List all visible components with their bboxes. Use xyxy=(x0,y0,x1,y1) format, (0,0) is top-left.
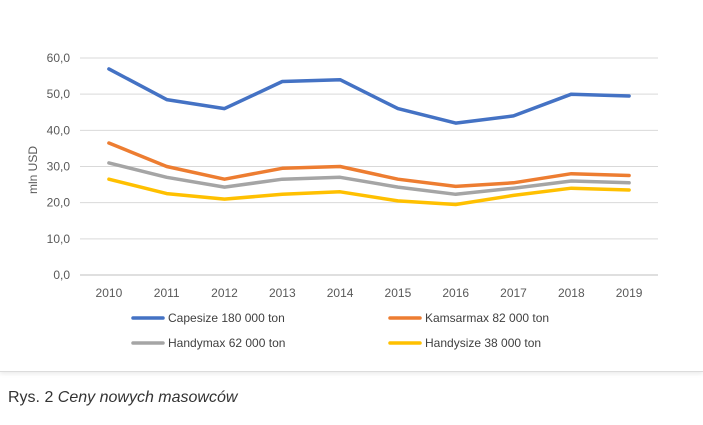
caption-title: Ceny nowych masowców xyxy=(57,389,238,406)
x-tick-label: 2014 xyxy=(327,286,354,300)
series-line xyxy=(107,177,631,207)
legend-label: Handymax 62 000 ton xyxy=(168,336,285,350)
legend-label: Handysize 38 000 ton xyxy=(425,336,541,350)
x-tick-label: 2015 xyxy=(385,286,412,300)
x-tick-label: 2012 xyxy=(211,286,238,300)
y-axis-ticks: 0,0 10,0 20,0 30,0 40,0 50,0 60,0 xyxy=(47,51,71,282)
y-tick-label: 40,0 xyxy=(47,123,71,137)
y-tick-label: 50,0 xyxy=(47,87,71,101)
series-line xyxy=(107,161,631,197)
x-tick-label: 2016 xyxy=(442,286,469,300)
x-tick-label: 2017 xyxy=(500,286,527,300)
series-line xyxy=(107,67,631,125)
x-tick-label: 2019 xyxy=(616,286,643,300)
legend-label: Capesize 180 000 ton xyxy=(168,311,285,325)
x-tick-label: 2018 xyxy=(558,286,585,300)
series-line xyxy=(107,141,631,189)
x-axis-ticks: 2010 2011 2012 2013 2014 2015 2016 2017 2018 2019 xyxy=(96,286,643,300)
legend-label: Kamsarmax 82 000 ton xyxy=(425,311,549,325)
legend: Capesize 180 000 ton Kamsarmax 82 000 ton… xyxy=(131,311,549,350)
x-tick-label: 2011 xyxy=(154,286,180,300)
caption-prefix: Rys. 2 xyxy=(8,389,58,406)
x-tick-label: 2010 xyxy=(96,286,123,300)
y-tick-label: 10,0 xyxy=(47,232,71,246)
y-tick-label: 30,0 xyxy=(47,160,71,174)
y-tick-label: 20,0 xyxy=(47,196,71,210)
x-tick-label: 2013 xyxy=(269,286,296,300)
figure-caption: Rys. 2 Ceny nowych masowców xyxy=(8,389,237,407)
line-chart: 0,0 10,0 20,0 30,0 40,0 50,0 60,0 2010 2011 2012… xyxy=(26,51,658,350)
y-tick-label: 60,0 xyxy=(47,51,71,65)
y-axis-label: mln USD xyxy=(26,146,40,194)
y-tick-label: 0,0 xyxy=(53,268,70,282)
series-lines xyxy=(107,67,631,207)
chart-frame: 0,0 10,0 20,0 30,0 40,0 50,0 60,0 2010 2011 2012… xyxy=(0,51,703,372)
